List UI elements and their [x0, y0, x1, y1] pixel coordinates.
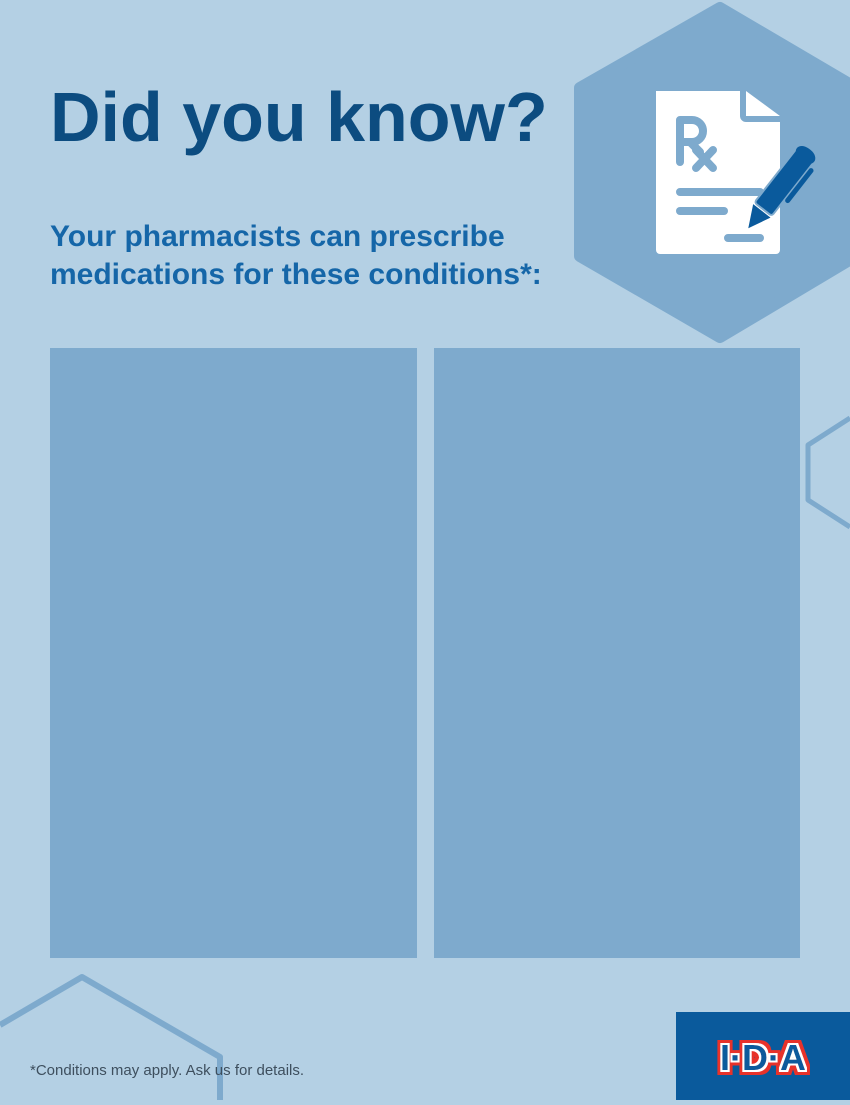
ida-logo: I·D·A [676, 1012, 850, 1100]
prescription-document-pen-icon [656, 91, 816, 254]
page-subtitle: Your pharmacists can prescribe medicatio… [50, 218, 542, 294]
page-title: Did you know? [50, 78, 548, 156]
hexagon-outline-bottom [0, 974, 223, 1100]
footnote: *Conditions may apply. Ask us for detail… [30, 1062, 305, 1079]
subtitle-line-2: medications for these conditions*: [50, 258, 542, 291]
hexagon-outline-right [805, 415, 850, 530]
ida-logo-text: I·D·A [720, 1037, 806, 1078]
ida-logo-mark: I·D·A [720, 1037, 806, 1078]
conditions-panel-left [50, 348, 417, 958]
subtitle-line-1: Your pharmacists can prescribe [50, 220, 505, 253]
conditions-panel-right [434, 348, 800, 958]
